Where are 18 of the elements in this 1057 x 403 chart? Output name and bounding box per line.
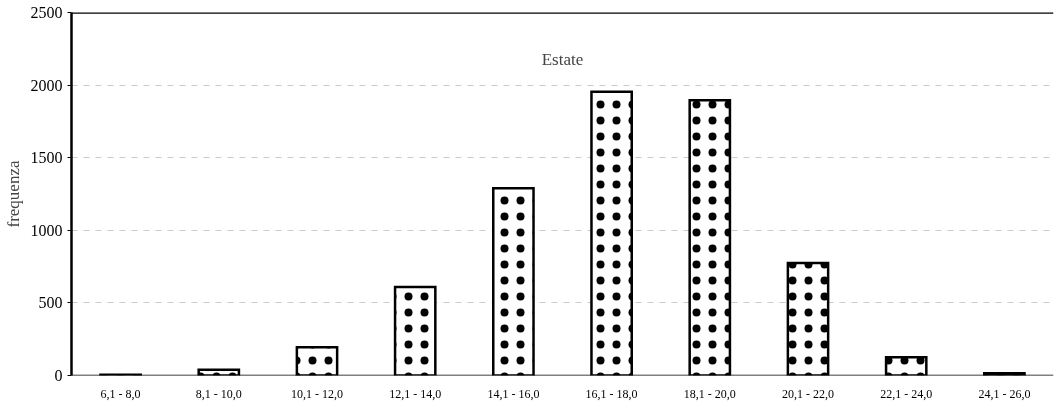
text: Estate [541, 50, 584, 70]
x-tick-label: 20,1 - 22,0 [782, 386, 834, 401]
x-tick-label: 8,1 - 10,0 [195, 386, 242, 401]
x-tick-label: 14,1 - 16,0 [487, 386, 540, 401]
y-tick-label: 2000 [30, 76, 63, 94]
y-tick-label: 1500 [30, 149, 63, 167]
y-tick-label: 2500 [30, 4, 63, 21]
x-tick-label: 24,1 - 26,0 [978, 386, 1031, 401]
y-tick-label: 500 [38, 294, 63, 312]
y-axis-title: frequenza [3, 160, 23, 228]
x-tick-label: 12,1 - 14,0 [389, 386, 442, 401]
x-tick-label: 18,1 - 20,0 [683, 386, 736, 401]
y-tick-label: 0 [54, 367, 63, 384]
x-tick-label: 16,1 - 18,0 [585, 386, 638, 401]
y-tick-label: 1000 [30, 221, 63, 239]
x-tick-label: 22,1 - 24,0 [880, 386, 933, 401]
x-tick-label: 10,1 - 12,0 [291, 386, 343, 401]
x-tick-label: 6,1 - 8,0 [100, 386, 141, 401]
